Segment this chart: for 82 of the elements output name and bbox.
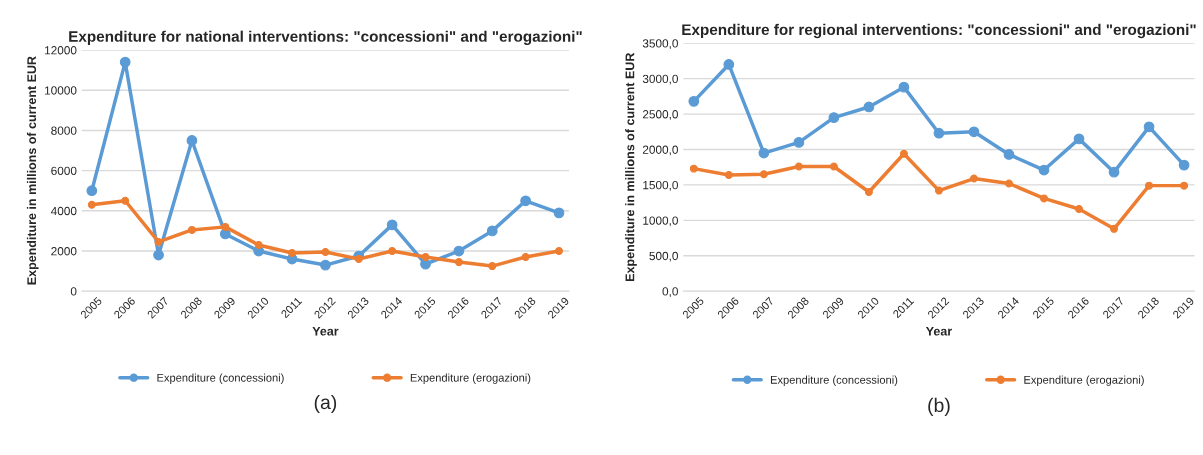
point [187,225,196,234]
point [1073,133,1085,145]
legend-label: Expenditure (concessioni) [157,373,284,384]
point [386,219,398,231]
point [453,245,465,257]
point [1075,205,1084,214]
text: (b) [928,397,950,416]
point [1110,224,1119,233]
point [1004,179,1013,188]
point [488,262,497,271]
point [1003,149,1015,160]
point [688,95,700,107]
y-tick-label: 1500,0 [643,180,678,191]
y-axis-title: Expenditure in millions of current EUR [625,52,637,281]
point [758,147,770,159]
y-tick-label: 6000 [51,166,77,176]
chart-title: Expenditure for national interventions: "concessioni" and "erogazioni" [69,30,582,45]
y-tick-label: 2000 [51,247,77,256]
point [388,247,397,255]
y-tick-label: 4000 [50,206,77,216]
y-tick-label: 0 [70,287,77,296]
point [724,171,733,179]
point [186,135,198,146]
point [828,112,840,123]
point [793,137,805,148]
point [521,253,530,262]
point [1143,121,1155,133]
point [354,255,363,264]
point [421,253,430,262]
point [486,225,498,237]
point [898,81,910,93]
point [520,195,532,207]
point [794,162,803,171]
y-tick-label: 1000,0 [643,216,678,227]
y-tick-label: 0,0 [662,287,678,297]
y-axis-title: Expenditure in millions of current EUR [26,56,39,285]
point [759,170,768,179]
point [968,126,980,138]
point [153,249,164,261]
point [829,162,838,171]
y-tick-label: 12000 [45,46,77,55]
point [86,185,98,197]
legend-label: Expenditure (erogazioni) [1024,375,1144,386]
point [1178,159,1190,171]
point [933,127,945,139]
point [1145,181,1154,190]
point [119,56,131,68]
point [454,258,463,267]
y-tick-label: 500,0 [649,251,678,262]
y-tick-label: 2000,0 [642,145,678,156]
y-tick-label: 10000 [45,86,77,95]
x-axis-title: Year [312,326,339,336]
point [288,249,297,258]
point [864,188,873,196]
point [899,149,908,158]
point [723,59,735,70]
point [969,174,978,183]
point [154,237,163,246]
text: (a) [314,394,337,414]
y-tick-label: 2500,0 [642,110,678,120]
point [1040,194,1048,203]
x-axis-title: Year [925,326,952,336]
point [553,207,565,219]
point [555,247,563,255]
point [321,248,330,256]
point [1038,164,1050,176]
y-tick-label: 3000,0 [642,74,678,85]
point [934,186,943,195]
chart-title: Expenditure for regional interventions: "concessioni" and "erogazioni" [682,23,1196,39]
point [320,259,331,271]
point [689,164,698,173]
y-tick-label: 8000 [51,126,77,135]
point [221,222,230,231]
point [1180,181,1189,190]
point [863,101,875,113]
point [87,200,96,209]
legend-label: Expenditure (concessioni) [770,375,898,386]
point [121,196,130,205]
point [254,240,263,249]
legend-label: Expenditure (erogazioni) [410,373,531,384]
point [1108,166,1120,178]
y-tick-label: 3500,0 [642,39,678,50]
